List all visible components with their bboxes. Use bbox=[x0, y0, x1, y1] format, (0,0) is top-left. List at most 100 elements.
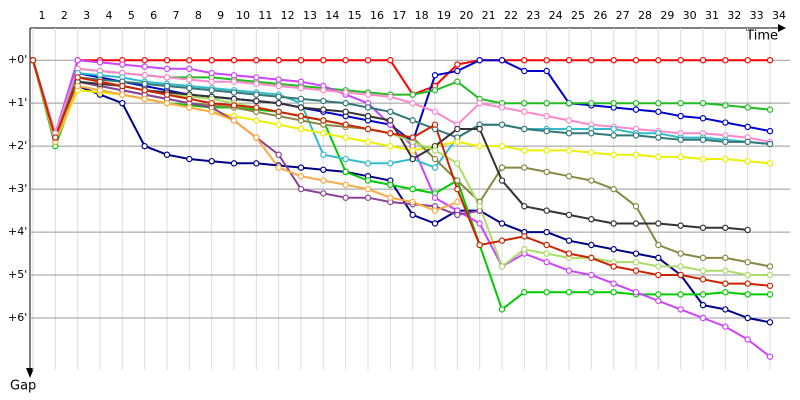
y-tick-label: +5' bbox=[8, 268, 27, 281]
data-point bbox=[186, 84, 193, 92]
data-point bbox=[297, 185, 305, 193]
data-point bbox=[119, 61, 126, 68]
data-point bbox=[632, 250, 640, 257]
data-point bbox=[387, 142, 394, 150]
data-point bbox=[766, 57, 774, 64]
data-point bbox=[521, 67, 528, 75]
data-point bbox=[766, 263, 774, 270]
data-point bbox=[744, 314, 751, 322]
data-point bbox=[297, 95, 305, 103]
data-point bbox=[431, 220, 439, 227]
data-point bbox=[699, 136, 707, 143]
data-point bbox=[320, 57, 327, 64]
data-point bbox=[253, 117, 260, 124]
data-point bbox=[677, 306, 684, 313]
data-point bbox=[409, 134, 416, 141]
data-point bbox=[655, 108, 662, 115]
data-point bbox=[476, 241, 483, 249]
x-tick-label: 21 bbox=[482, 9, 496, 22]
x-tick-label: 14 bbox=[325, 9, 339, 22]
data-point bbox=[543, 207, 550, 214]
data-point bbox=[230, 72, 238, 79]
data-point bbox=[387, 194, 394, 201]
data-point bbox=[543, 57, 550, 64]
data-point bbox=[632, 99, 640, 107]
data-point bbox=[543, 112, 550, 120]
data-point bbox=[655, 153, 662, 161]
data-point bbox=[186, 95, 193, 103]
data-point bbox=[320, 177, 327, 184]
y-tick-label: +1' bbox=[8, 96, 27, 109]
data-point bbox=[610, 57, 617, 64]
data-point bbox=[744, 157, 751, 165]
data-point bbox=[498, 121, 506, 128]
x-axis-title: Time bbox=[745, 29, 778, 44]
data-point bbox=[677, 112, 684, 120]
data-point bbox=[677, 250, 684, 257]
data-point bbox=[297, 57, 305, 64]
data-point bbox=[699, 276, 707, 283]
data-point bbox=[96, 78, 104, 85]
x-tick-label: 31 bbox=[705, 9, 719, 22]
data-point bbox=[230, 117, 238, 124]
x-axis-arrow bbox=[778, 24, 786, 32]
data-point bbox=[565, 250, 573, 257]
x-tick-label: 25 bbox=[571, 9, 585, 22]
data-point bbox=[722, 102, 729, 109]
data-point bbox=[722, 306, 729, 313]
data-point bbox=[454, 160, 461, 167]
data-point bbox=[766, 127, 774, 135]
data-point bbox=[141, 63, 148, 70]
data-point bbox=[543, 228, 550, 236]
data-point bbox=[766, 319, 774, 326]
y-tick-label: +4' bbox=[8, 225, 27, 238]
data-point bbox=[342, 57, 349, 64]
data-point bbox=[588, 130, 595, 137]
data-point bbox=[454, 78, 461, 85]
data-point bbox=[186, 65, 193, 73]
data-point bbox=[29, 57, 37, 64]
x-tick-label: 5 bbox=[128, 9, 135, 22]
data-point bbox=[655, 263, 662, 270]
data-point bbox=[677, 291, 684, 298]
data-point bbox=[588, 57, 595, 64]
data-point bbox=[342, 194, 349, 201]
data-point bbox=[74, 57, 81, 64]
data-point bbox=[163, 57, 171, 64]
data-point bbox=[521, 289, 528, 296]
data-point bbox=[163, 151, 171, 158]
x-tick-label: 7 bbox=[173, 9, 180, 22]
x-tick-label: 16 bbox=[370, 9, 384, 22]
data-point bbox=[565, 237, 573, 244]
data-point bbox=[230, 102, 238, 109]
data-point bbox=[610, 125, 617, 133]
data-point bbox=[744, 57, 751, 64]
data-point bbox=[744, 271, 751, 279]
data-point bbox=[766, 106, 774, 113]
data-point bbox=[655, 220, 662, 227]
data-point bbox=[610, 151, 617, 158]
data-point bbox=[253, 160, 260, 167]
data-point bbox=[342, 181, 349, 189]
data-point bbox=[96, 87, 104, 94]
data-point bbox=[297, 125, 305, 133]
data-point bbox=[655, 241, 662, 249]
data-point bbox=[364, 138, 372, 146]
x-tick-label: 3 bbox=[83, 9, 90, 22]
y-axis-arrow bbox=[26, 368, 34, 378]
data-point bbox=[476, 142, 483, 150]
data-point bbox=[699, 267, 707, 274]
data-point bbox=[387, 93, 394, 100]
data-point bbox=[275, 108, 282, 115]
data-point bbox=[588, 289, 595, 296]
data-point bbox=[297, 173, 305, 180]
data-point bbox=[588, 215, 595, 223]
data-point bbox=[431, 87, 439, 94]
data-point bbox=[498, 164, 506, 171]
data-point bbox=[588, 149, 595, 156]
x-tick-label: 30 bbox=[683, 9, 697, 22]
data-point bbox=[342, 155, 349, 163]
data-point bbox=[275, 57, 282, 64]
data-point bbox=[275, 164, 282, 171]
data-point bbox=[320, 151, 327, 158]
